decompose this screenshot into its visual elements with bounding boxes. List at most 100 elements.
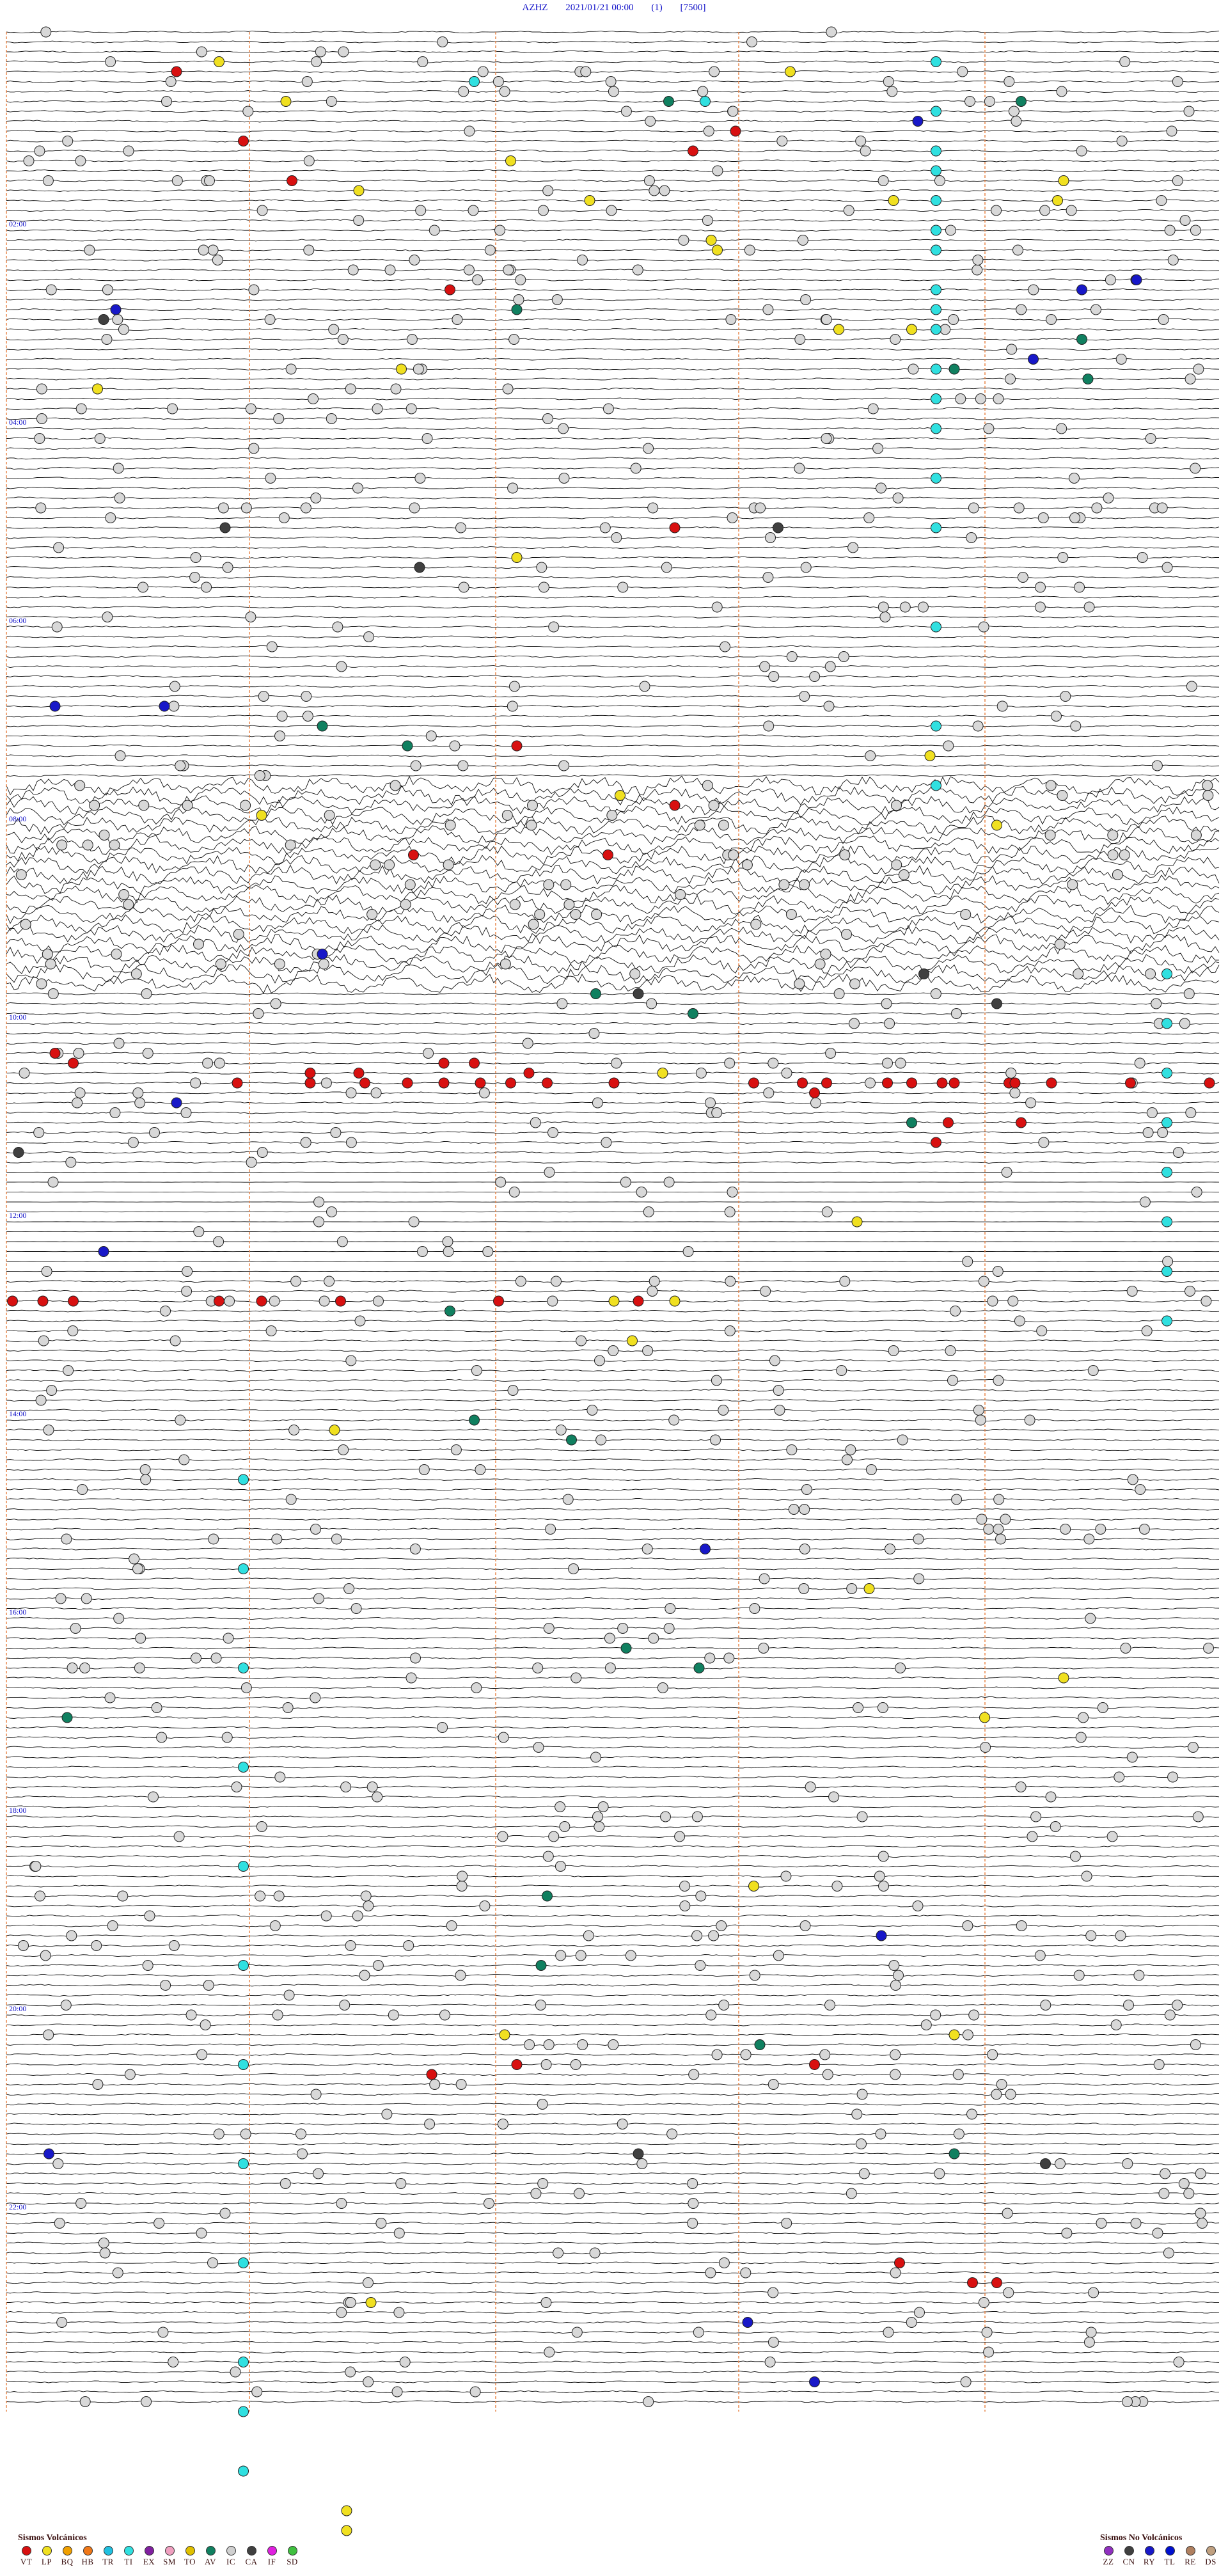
hour-label: 22:00 — [9, 2202, 26, 2211]
ic-event-marker — [886, 86, 898, 97]
ic-event-marker — [1120, 1643, 1131, 1654]
ic-event-marker — [883, 2327, 894, 2338]
trace-row — [6, 645, 1220, 649]
ic-event-marker — [645, 116, 656, 127]
ic-event-marker — [711, 2049, 723, 2060]
ic-event-marker — [687, 2178, 698, 2189]
trace-row — [6, 2092, 1220, 2096]
ic-event-marker — [1115, 354, 1127, 365]
ic-event-marker — [258, 691, 269, 702]
ic-event-marker — [311, 56, 322, 67]
ic-event-marker — [326, 1206, 337, 1217]
ic-event-marker — [221, 1732, 233, 1743]
hour-label: 18:00 — [9, 1806, 26, 1815]
ic-event-marker — [839, 849, 851, 860]
ic-event-marker — [1025, 1097, 1037, 1109]
trace-row — [6, 974, 1220, 994]
ry-event-marker — [98, 1246, 109, 1257]
ic-event-marker — [1145, 433, 1156, 444]
ic-event-marker — [899, 601, 911, 613]
ic-event-marker — [233, 929, 244, 940]
ic-event-marker — [30, 1861, 42, 1872]
trace-row — [6, 328, 1220, 331]
ic-event-marker — [345, 383, 356, 395]
ic-event-marker — [102, 284, 113, 296]
ic-event-marker — [695, 1960, 706, 1971]
ic-event-marker — [601, 1137, 612, 1148]
ic-event-marker — [725, 314, 737, 325]
trace-row — [6, 1766, 1220, 1769]
ic-event-marker — [1156, 502, 1168, 514]
ic-event-marker — [547, 1127, 558, 1138]
trace-row — [6, 1557, 1220, 1560]
vt-event-marker — [633, 1295, 644, 1307]
vt-event-marker — [438, 1057, 450, 1069]
ic-event-marker — [99, 2247, 111, 2259]
ic-event-marker — [104, 1692, 116, 1703]
legend-nonvolcanic-items: ZZ CN RY TL RE DS — [1100, 2546, 1219, 2567]
vt-event-marker — [949, 1077, 960, 1089]
trace-row — [6, 427, 1220, 431]
ic-event-marker — [661, 562, 672, 573]
ti-event-marker — [238, 2059, 249, 2070]
vt-event-marker — [475, 1077, 486, 1089]
lp-event-marker — [584, 195, 595, 206]
trace-row — [6, 2192, 1220, 2195]
hour-label: 14:00 — [9, 1409, 26, 1418]
ic-event-marker — [303, 244, 315, 256]
ic-event-marker — [484, 2198, 494, 2209]
vt-event-marker — [602, 849, 613, 860]
trace-row — [6, 1012, 1220, 1015]
trace-row — [6, 855, 1220, 875]
ic-event-marker — [1034, 1950, 1046, 1961]
ic-event-marker — [665, 1603, 676, 1614]
ic-event-marker — [597, 1801, 609, 1812]
ic-event-marker — [1172, 1147, 1184, 1158]
trace-row — [6, 1954, 1220, 1957]
ic-event-marker — [1005, 1068, 1017, 1079]
ic-event-marker — [130, 968, 142, 979]
legend-volcanic-title: Sismos Volcánicos — [18, 2533, 87, 2543]
ic-event-marker — [1055, 2158, 1066, 2169]
trace-row — [6, 1984, 1220, 1987]
ic-event-marker — [240, 1682, 252, 1693]
ic-event-marker — [1141, 1325, 1153, 1336]
vt-event-marker — [426, 2069, 437, 2080]
ca-event-marker — [633, 2148, 644, 2160]
trace-row — [6, 466, 1220, 470]
vt-event-marker — [68, 1295, 79, 1307]
ic-event-marker — [246, 1157, 257, 1168]
trace-row — [6, 1537, 1219, 1541]
ic-event-marker — [1106, 1831, 1118, 1842]
ry-event-marker — [171, 1097, 182, 1109]
vt-event-marker — [943, 1117, 954, 1128]
vt-event-marker — [7, 1295, 18, 1307]
ic-event-marker — [588, 1028, 600, 1039]
ic-event-marker — [1173, 2357, 1185, 2367]
trace-row — [6, 1131, 1219, 1134]
lp-event-marker — [608, 1295, 620, 1307]
trace-row — [6, 934, 1220, 954]
lp-event-marker — [906, 324, 917, 335]
ic-event-marker — [1178, 2178, 1190, 2189]
ic-event-marker — [1085, 1613, 1096, 1624]
ic-event-marker — [917, 601, 929, 613]
ic-event-marker — [1119, 56, 1131, 67]
ic-event-marker — [1056, 423, 1067, 434]
trace-row — [6, 1627, 1220, 1630]
trace-row — [6, 894, 1220, 915]
ic-event-marker — [1138, 1524, 1150, 1535]
ic-event-marker — [102, 612, 113, 622]
ic-event-marker — [663, 1623, 675, 1634]
ic-event-marker — [405, 1672, 417, 1684]
ic-event-marker — [820, 949, 831, 960]
av-event-marker — [1082, 374, 1094, 384]
vt-event-marker — [256, 1295, 267, 1307]
legend-dot-icon — [123, 2546, 134, 2556]
trace-row — [6, 1547, 1220, 1551]
ic-event-marker — [1107, 830, 1119, 841]
trace-row — [6, 1290, 1220, 1293]
ic-event-marker — [762, 304, 774, 315]
av-event-marker — [317, 720, 328, 732]
legend-volcanic-items: VT LP BQ HB TR TI EX SM TO AV IC CA IF SD — [18, 2546, 301, 2567]
